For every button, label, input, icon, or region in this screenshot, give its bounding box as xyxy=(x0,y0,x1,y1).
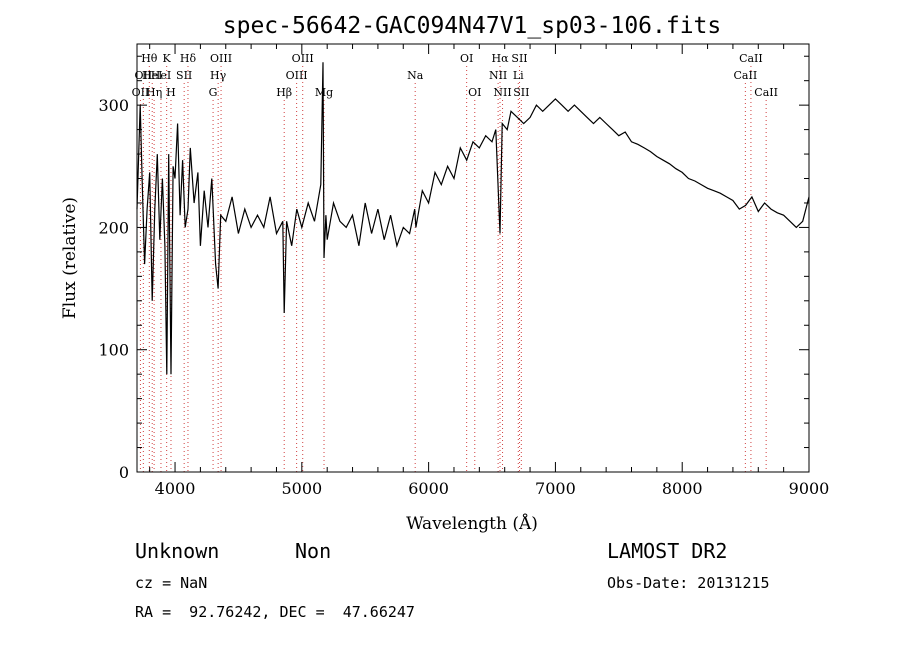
x-tick-label-5: 9000 xyxy=(789,479,830,498)
line-label-17: Na xyxy=(407,69,424,82)
ra-dec-coordinates: RA = 92.76242, DEC = 47.66247 xyxy=(135,603,415,621)
line-label-4: HeI xyxy=(142,69,162,82)
line-label-8: SII xyxy=(176,69,192,82)
y-tick-label-2: 200 xyxy=(98,218,129,237)
line-label-1: OII xyxy=(134,69,152,82)
line-label-13: Hβ xyxy=(276,86,292,99)
line-label-12: OIII xyxy=(210,52,232,65)
line-label-2: Hθ xyxy=(141,52,158,65)
line-label-14: OIII xyxy=(286,69,308,82)
line-label-11: Hγ xyxy=(210,69,227,82)
survey-name: LAMOST DR2 xyxy=(607,539,728,563)
x-axis-ticks: 4000 5000 6000 7000 8000 9000 xyxy=(149,44,830,498)
line-label-7: H xyxy=(166,86,176,99)
x-tick-label-0: 4000 xyxy=(155,479,196,498)
line-label-5: HeI xyxy=(151,69,171,82)
spectral-line-labels: OIIOIIHθHηHeIHeIKHSIIHδGHγOIIIHβOIIIOIII… xyxy=(132,52,778,99)
x-tick-label-1: 5000 xyxy=(281,479,322,498)
y-axis-ticks: 0 100 200 300 xyxy=(98,55,809,482)
spectral-line-markers xyxy=(139,66,767,472)
spectrum-series-line xyxy=(136,62,810,375)
spectral-subclass: Non xyxy=(295,539,332,563)
line-label-0: OII xyxy=(132,86,150,99)
plot-frame xyxy=(136,43,810,473)
line-label-24: SII xyxy=(511,52,527,65)
x-tick-label-2: 6000 xyxy=(408,479,449,498)
y-tick-label-0: 0 xyxy=(119,463,129,482)
y-tick-label-3: 300 xyxy=(98,96,129,115)
line-label-15: OIII xyxy=(292,52,314,65)
x-tick-label-4: 8000 xyxy=(662,479,703,498)
line-label-20: NII xyxy=(489,69,507,82)
line-label-28: CaII xyxy=(754,86,778,99)
line-label-19: OI xyxy=(468,86,481,99)
observation-date: Obs-Date: 20131215 xyxy=(607,574,770,592)
line-label-9: Hδ xyxy=(180,52,197,65)
y-tick-label-1: 100 xyxy=(98,341,129,360)
line-label-6: K xyxy=(163,52,172,65)
line-label-21: Hα xyxy=(491,52,509,65)
x-axis-label: Wavelength (Å) xyxy=(406,513,538,534)
line-label-22: NII xyxy=(493,86,511,99)
x-tick-label-3: 7000 xyxy=(535,479,576,498)
spectral-class: Unknown xyxy=(135,539,220,563)
line-label-27: CaII xyxy=(739,52,763,65)
redshift-cz: cz = NaN xyxy=(135,574,208,592)
line-label-10: G xyxy=(209,86,218,99)
line-label-23: Li xyxy=(513,69,524,82)
line-label-25: SII xyxy=(513,86,529,99)
line-label-3: Hη xyxy=(146,86,162,99)
y-axis-label: Flux (relative) xyxy=(60,197,80,319)
line-label-18: OI xyxy=(460,52,473,65)
line-label-16: Mg xyxy=(315,86,333,99)
chart-title: spec-56642-GAC094N47V1_sp03-106.fits xyxy=(223,13,722,39)
line-label-26: CaII xyxy=(734,69,758,82)
